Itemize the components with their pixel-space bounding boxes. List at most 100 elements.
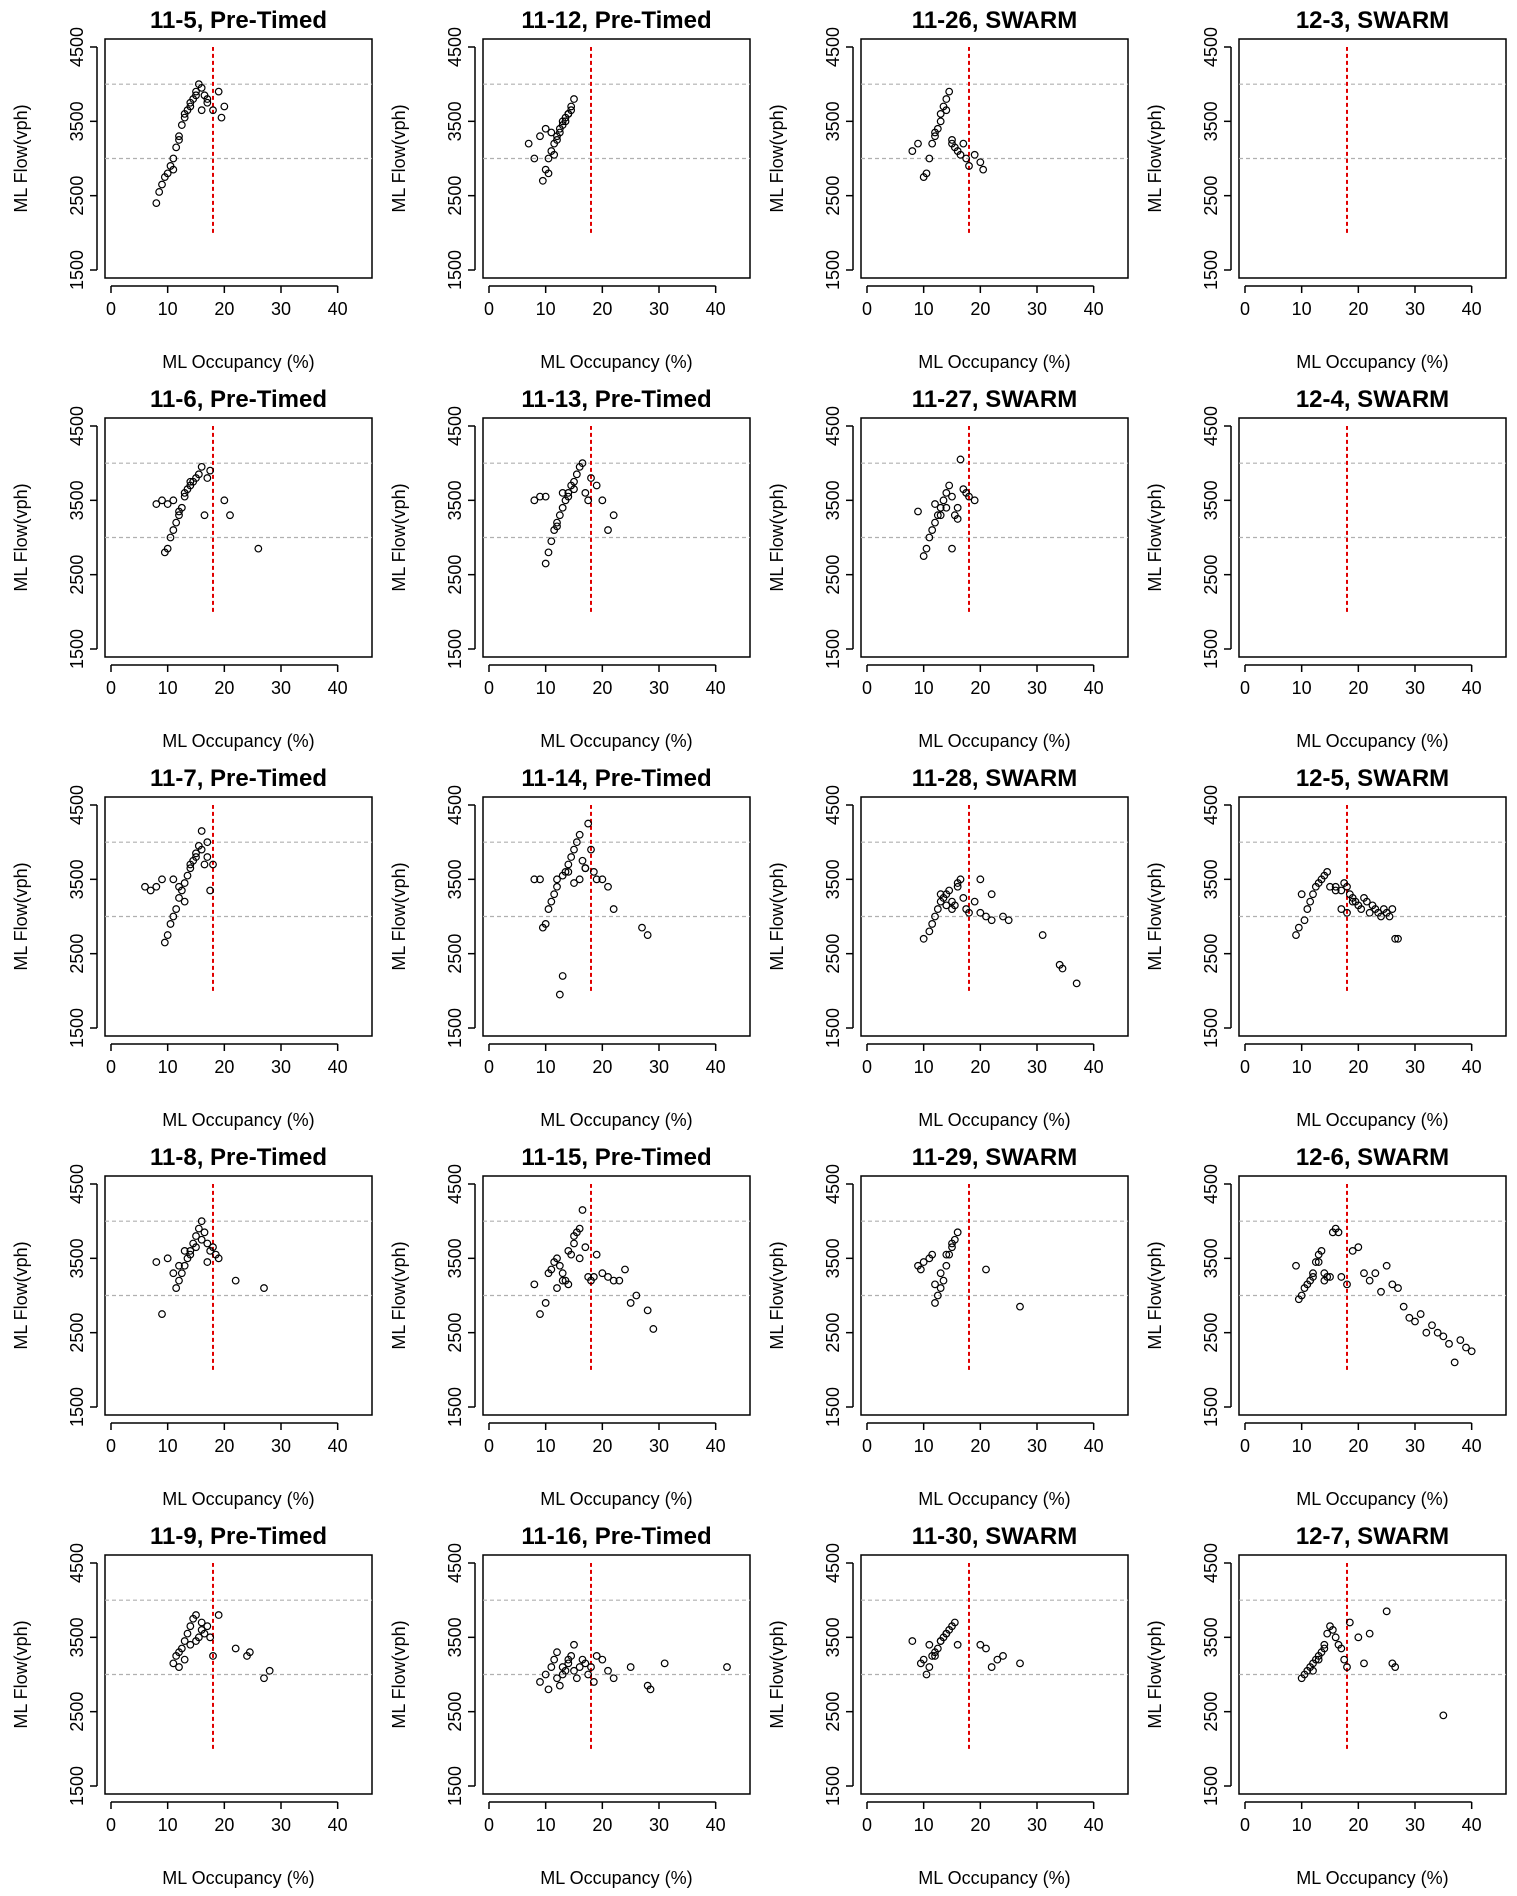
data-point [581, 1243, 590, 1252]
x-tick-label: 20 [214, 1815, 234, 1835]
data-point [1309, 1666, 1317, 1675]
x-tick-label: 0 [484, 1057, 494, 1077]
x-tick-label: 30 [1405, 299, 1425, 319]
data-point [587, 1663, 595, 1671]
data-point [1382, 1607, 1391, 1616]
data-point [925, 927, 934, 936]
data-point [587, 845, 595, 854]
x-tick-label: 0 [862, 299, 872, 319]
y-tick-label: 1500 [445, 1008, 465, 1048]
x-tick-label: 40 [1084, 678, 1104, 698]
x-tick-label: 20 [592, 1436, 612, 1456]
data-point [1297, 890, 1306, 899]
x-axis-label: ML Occupancy (%) [540, 1110, 692, 1130]
y-axis-label: ML Flow(vph) [11, 1620, 31, 1728]
y-tick-label: 3500 [823, 859, 843, 899]
x-tick-label: 30 [1027, 1057, 1047, 1077]
x-tick-label: 40 [1084, 1815, 1104, 1835]
y-tick-label: 4500 [1201, 1543, 1221, 1583]
data-point [200, 1228, 209, 1237]
data-point [155, 188, 164, 196]
data-point [646, 1685, 655, 1694]
data-point [945, 481, 954, 490]
plot-title: 11-9, Pre-Timed [150, 1523, 327, 1550]
x-tick-label: 20 [1348, 1057, 1368, 1077]
y-tick-label: 1500 [67, 1008, 87, 1048]
data-point [172, 1284, 181, 1292]
data-point [939, 1276, 948, 1285]
data-point [192, 1232, 200, 1240]
data-point [530, 154, 539, 163]
x-tick-label: 0 [1240, 678, 1250, 698]
plot-title: 12-3, SWARM [1296, 7, 1449, 34]
data-point [962, 154, 971, 163]
data-point [169, 1659, 178, 1668]
data-point [197, 462, 206, 471]
y-tick-label: 1500 [445, 629, 465, 669]
x-tick-label: 40 [1462, 1057, 1482, 1077]
data-point [553, 136, 561, 144]
x-axis-label: ML Occupancy (%) [1296, 1868, 1448, 1888]
data-point [936, 890, 945, 899]
x-tick-label: 20 [214, 1436, 234, 1456]
y-tick-label: 1500 [1201, 1008, 1221, 1048]
y-tick-label: 3500 [67, 101, 87, 141]
x-tick-label: 10 [1292, 678, 1312, 698]
data-point [936, 1269, 945, 1278]
x-axis-label: ML Occupancy (%) [540, 1868, 692, 1888]
y-tick-label: 3500 [1201, 101, 1221, 141]
data-point [1016, 1659, 1024, 1668]
x-tick-label: 30 [649, 1815, 669, 1835]
y-tick-label: 1500 [445, 1766, 465, 1806]
scatter-panel: 12-6, SWARM 0 10 20 30 40 1500 2500 3500 4500 ML O… [1134, 1137, 1513, 1516]
data-point [541, 492, 550, 501]
y-tick-label: 3500 [445, 859, 465, 899]
y-tick-label: 4500 [67, 785, 87, 825]
data-point [169, 496, 178, 505]
data-point [245, 1648, 254, 1657]
data-point [948, 139, 956, 148]
y-tick-label: 4500 [445, 1543, 465, 1583]
data-point [1467, 1347, 1476, 1356]
data-point [524, 139, 533, 148]
y-tick-label: 1500 [1201, 250, 1221, 290]
data-point [1343, 1280, 1351, 1289]
y-tick-label: 2500 [823, 1313, 843, 1353]
data-point [564, 492, 573, 501]
scatter-plot: 11-26, SWARM 0 10 20 30 40 1500 2500 3500 4500 ML … [767, 7, 1129, 372]
data-point [914, 139, 922, 148]
data-point [570, 879, 578, 887]
data-point [1388, 905, 1397, 913]
plot-title: 11-13, Pre-Timed [521, 386, 711, 413]
data-point [587, 474, 595, 482]
data-point [942, 1261, 951, 1270]
x-tick-label: 0 [862, 1057, 872, 1077]
x-tick-label: 20 [214, 1057, 234, 1077]
data-point [555, 1681, 564, 1690]
data-point [1337, 886, 1346, 895]
y-tick-label: 3500 [823, 101, 843, 141]
data-point [175, 894, 183, 902]
data-point [180, 897, 189, 906]
y-tick-label: 4500 [445, 785, 465, 825]
scatter-panel: 11-8, Pre-Timed 0 10 20 30 40 1500 2500 3500 4500… [0, 1137, 379, 1516]
y-tick-label: 4500 [67, 1164, 87, 1204]
data-point [933, 511, 942, 520]
data-point [1072, 979, 1081, 988]
x-tick-label: 10 [914, 1815, 934, 1835]
data-point [564, 860, 573, 869]
data-point [578, 459, 587, 468]
data-point [564, 1655, 573, 1664]
data-point [1399, 1302, 1408, 1311]
y-tick-label: 1500 [445, 1387, 465, 1427]
data-point [942, 488, 951, 497]
data-point [933, 1644, 942, 1653]
data-point [197, 827, 206, 835]
data-point [231, 1276, 240, 1285]
data-point [1445, 1339, 1453, 1348]
x-tick-label: 0 [862, 678, 872, 698]
data-point [175, 136, 183, 144]
data-point [555, 1261, 564, 1270]
data-point [919, 1258, 928, 1266]
data-point [592, 1250, 601, 1259]
